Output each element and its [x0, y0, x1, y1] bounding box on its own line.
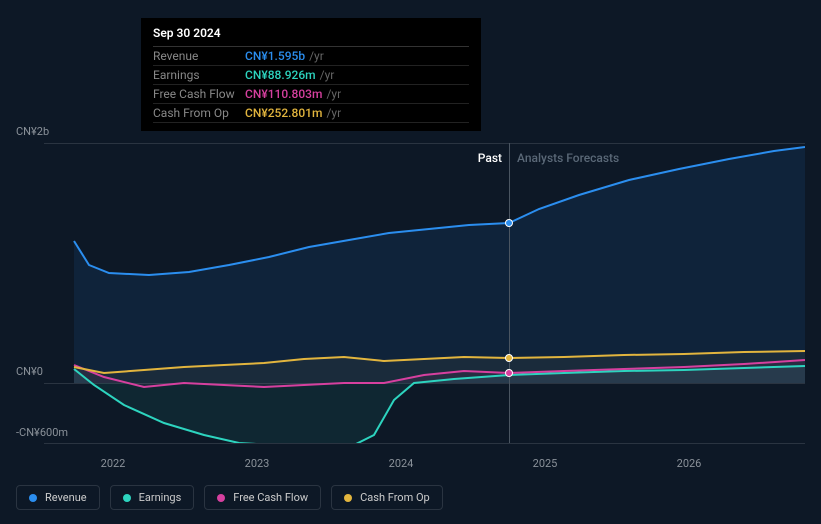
hover-marker — [505, 369, 513, 377]
tooltip-row-unit: /yr — [309, 49, 324, 63]
legend-item-cash-from-op[interactable]: Cash From Op — [331, 485, 443, 510]
x-axis-label: 2024 — [389, 457, 414, 470]
tooltip-row-value: CN¥252.801m — [245, 106, 322, 120]
legend-label: Free Cash Flow — [233, 491, 308, 504]
legend: Revenue Earnings Free Cash Flow Cash From O… — [16, 485, 443, 510]
x-axis-label: 2026 — [677, 457, 702, 470]
tooltip-row-value: CN¥88.926m — [245, 68, 316, 82]
legend-item-free-cash-flow[interactable]: Free Cash Flow — [204, 485, 321, 510]
hover-line — [509, 143, 510, 443]
tooltip-row: EarningsCN¥88.926m/yr — [153, 66, 469, 85]
tooltip-row: Free Cash FlowCN¥110.803m/yr — [153, 85, 469, 104]
tooltip: Sep 30 2024 RevenueCN¥1.595b/yrEarningsC… — [141, 18, 481, 131]
legend-label: Earnings — [139, 491, 182, 504]
legend-dot-icon — [344, 494, 352, 502]
x-axis-label: 2025 — [533, 457, 558, 470]
x-axis-label: 2022 — [101, 457, 126, 470]
tooltip-row: Cash From OpCN¥252.801m/yr — [153, 104, 469, 123]
hover-marker — [505, 219, 513, 227]
legend-item-earnings[interactable]: Earnings — [110, 485, 195, 510]
tooltip-row-value: CN¥110.803m — [245, 87, 322, 101]
legend-dot-icon — [29, 494, 37, 502]
tooltip-row-unit: /yr — [326, 87, 341, 101]
tooltip-date: Sep 30 2024 — [153, 26, 469, 47]
tooltip-row-unit: /yr — [326, 106, 341, 120]
y-axis-label: CN¥0 — [16, 365, 43, 378]
x-axis-label: 2023 — [245, 457, 270, 470]
tooltip-row-label: Free Cash Flow — [153, 87, 245, 101]
legend-label: Cash From Op — [360, 491, 430, 504]
tooltip-row: RevenueCN¥1.595b/yr — [153, 47, 469, 66]
tooltip-row-value: CN¥1.595b — [245, 49, 305, 63]
chart-svg — [44, 125, 805, 443]
legend-item-revenue[interactable]: Revenue — [16, 485, 100, 510]
tooltip-row-unit: /yr — [320, 68, 335, 82]
tooltip-row-label: Cash From Op — [153, 106, 245, 120]
legend-dot-icon — [217, 494, 225, 502]
legend-label: Revenue — [45, 491, 87, 504]
chart-area[interactable]: CN¥2bCN¥0-CN¥600m Past Analysts Forecast… — [16, 125, 805, 465]
hover-marker — [505, 354, 513, 362]
tooltip-row-label: Revenue — [153, 49, 245, 63]
gridline — [44, 443, 805, 444]
legend-dot-icon — [123, 494, 131, 502]
tooltip-row-label: Earnings — [153, 68, 245, 82]
